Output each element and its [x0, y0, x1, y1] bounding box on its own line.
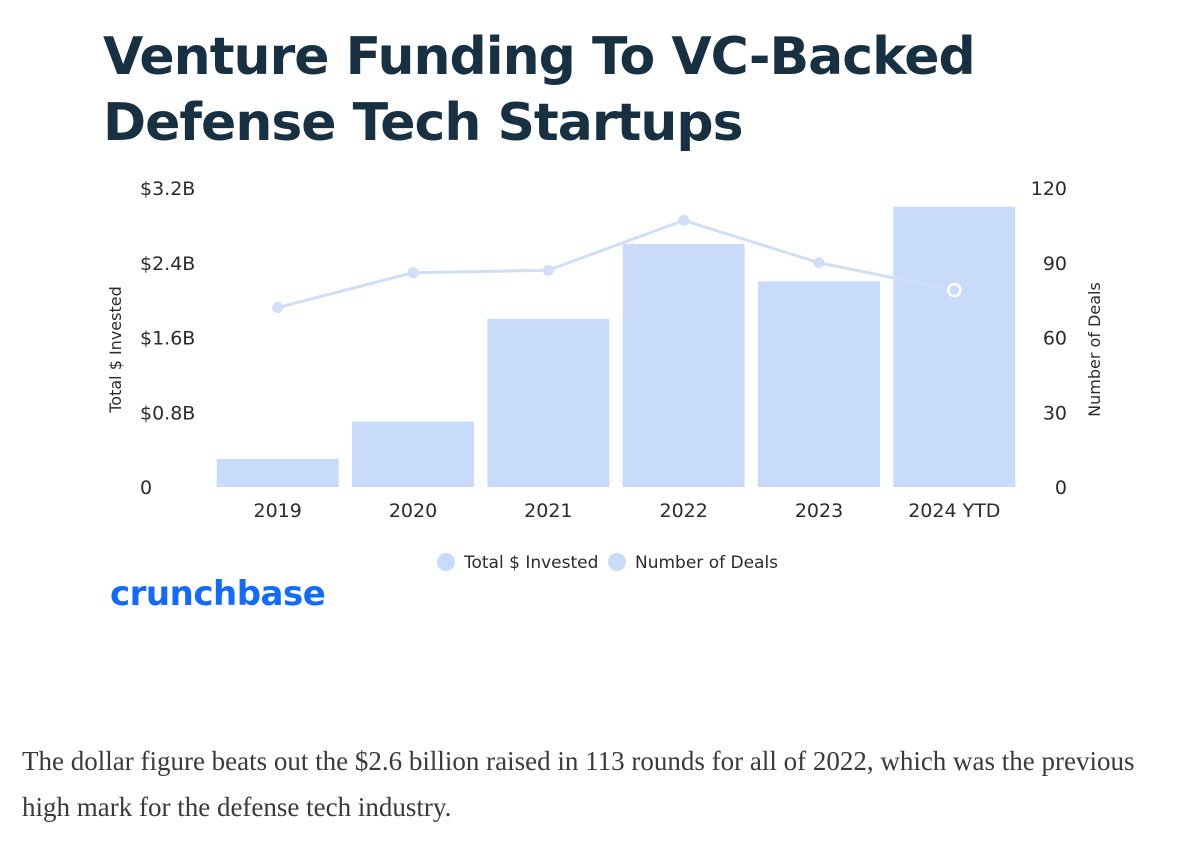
deals-point-2020 — [407, 267, 419, 279]
bar-2021 — [487, 318, 610, 487]
line-layer — [272, 214, 962, 314]
deals-point-2022 — [678, 214, 690, 226]
article-paragraph: The dollar figure beats out the $2.6 bil… — [22, 746, 1135, 822]
deals-point-2021 — [542, 264, 554, 276]
y-right-tick-label: 0 — [1055, 477, 1067, 499]
chart: 2019 2020 2021 2022 2023 2024 YTD 0 $0.8B $1.6B $… — [106, 178, 1104, 573]
y-left-tick-label: $2.4B — [140, 253, 195, 275]
legend-marker-invested — [437, 553, 455, 571]
bar-2022 — [622, 244, 745, 487]
y-right-tick-label: 30 — [1043, 402, 1067, 424]
x-tick-label: 2019 — [253, 500, 301, 522]
deals-line — [277, 218, 955, 310]
bar-2019 — [216, 458, 339, 487]
y-right-tick-label: 90 — [1043, 253, 1067, 275]
x-tick-label: 2023 — [795, 500, 843, 522]
legend-label-deals: Number of Deals — [635, 553, 778, 573]
bars-layer — [216, 206, 1016, 487]
axis-layer: 2019 2020 2021 2022 2023 2024 YTD 0 $0.8B $1.6B $… — [106, 178, 1104, 522]
y-left-tick-label: $3.2B — [140, 178, 195, 200]
y-left-tick-label: $1.6B — [140, 328, 195, 350]
bar-2020 — [352, 421, 474, 487]
y-right-tick-label: 120 — [1031, 178, 1067, 200]
x-tick-label: 2024 YTD — [908, 500, 1000, 522]
x-tick-label: 2021 — [524, 500, 572, 522]
bar-2024-ytd — [893, 206, 1016, 487]
legend-marker-deals — [608, 553, 626, 571]
legend-label-invested: Total $ Invested — [463, 553, 598, 573]
y-left-tick-label: 0 — [140, 477, 152, 499]
deals-point-2019 — [272, 302, 284, 314]
y-left-axis-label: Total $ Invested — [106, 286, 125, 414]
deals-point-2024-ytd — [947, 282, 962, 298]
y-right-tick-label: 60 — [1043, 328, 1067, 350]
crunchbase-logo: crunchbase — [110, 574, 326, 614]
legend: Total $ Invested Number of Deals — [437, 553, 778, 573]
x-tick-label: 2022 — [659, 500, 707, 522]
y-left-tick-label: $0.8B — [140, 402, 195, 424]
x-tick-label: 2020 — [389, 500, 437, 522]
deals-point-2023 — [813, 257, 825, 269]
chart-title: Venture Funding To VC-Backed Defense Tec… — [103, 27, 976, 153]
y-right-axis-label: Number of Deals — [1085, 282, 1104, 417]
bar-2023 — [758, 281, 880, 487]
